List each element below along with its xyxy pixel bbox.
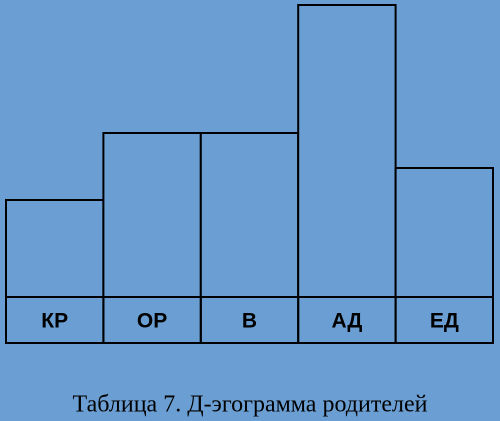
bar bbox=[199, 132, 300, 298]
chart-title: Таблица 7. Д-эгограмма родителей bbox=[73, 392, 428, 418]
x-tick-label: В bbox=[242, 310, 257, 333]
bar bbox=[102, 132, 202, 298]
bar bbox=[394, 167, 495, 298]
x-tick-label: КР bbox=[41, 310, 68, 333]
x-tick-label: АД bbox=[331, 310, 362, 333]
x-tick-label: ОР bbox=[137, 310, 167, 333]
bar bbox=[5, 199, 105, 298]
x-tick-label: ЕД bbox=[430, 310, 459, 333]
label-cell bbox=[394, 296, 495, 344]
bar bbox=[297, 4, 397, 298]
